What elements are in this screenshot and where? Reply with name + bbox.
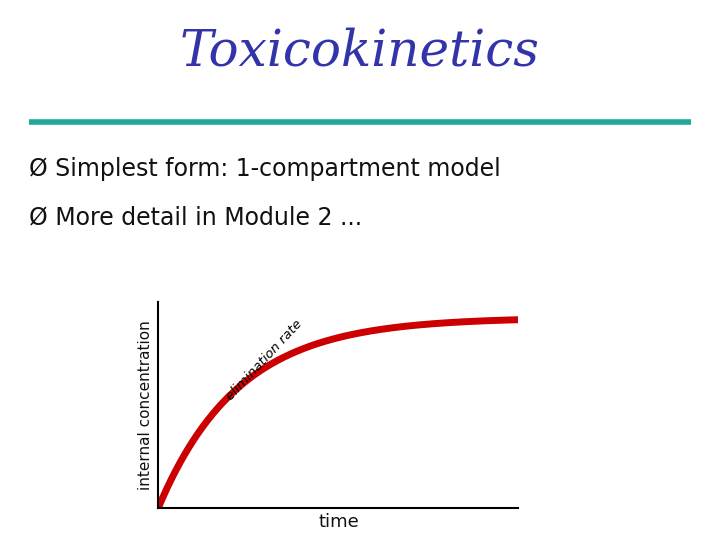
- X-axis label: time: time: [318, 513, 359, 531]
- Y-axis label: internal concentration: internal concentration: [138, 320, 153, 490]
- Text: Ø More detail in Module 2 ...: Ø More detail in Module 2 ...: [29, 205, 362, 229]
- Text: Toxicokinetics: Toxicokinetics: [180, 27, 540, 77]
- Text: elimination rate: elimination rate: [223, 318, 305, 403]
- Text: Ø Simplest form: 1-compartment model: Ø Simplest form: 1-compartment model: [29, 157, 500, 180]
